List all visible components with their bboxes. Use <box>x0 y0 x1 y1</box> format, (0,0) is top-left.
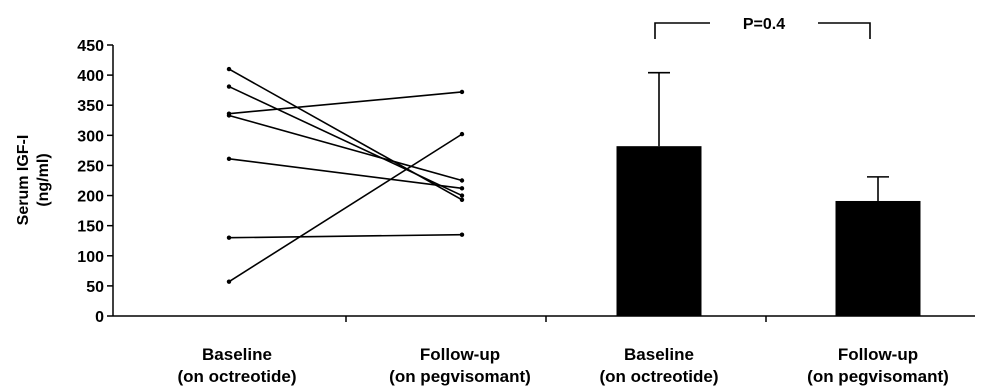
paired-lines <box>226 66 465 284</box>
y-tick-label: 250 <box>77 158 104 175</box>
followup-point <box>459 178 465 183</box>
followup-point <box>459 186 465 191</box>
x-category-label: Follow-up <box>420 345 500 364</box>
bar <box>616 146 702 316</box>
y-tick-label: 350 <box>77 98 104 115</box>
followup-point <box>459 193 465 198</box>
paired-line <box>228 68 463 201</box>
x-category-label: (on octreotide) <box>178 367 297 386</box>
bracket-right <box>818 22 871 39</box>
y-tick-label: 450 <box>77 38 104 55</box>
x-category-label: (on octreotide) <box>600 367 719 386</box>
y-axis-ticks: 0 50 100 150 200 250 300 350 400 450 <box>77 38 113 326</box>
p-value-label: P=0.4 <box>743 16 785 33</box>
baseline-point <box>226 113 232 118</box>
paired-line <box>228 85 463 197</box>
x-category-label: Follow-up <box>838 345 918 364</box>
baseline-point <box>226 156 232 162</box>
baseline-point <box>226 66 232 72</box>
axes <box>112 45 975 322</box>
y-axis-title-line: Serum IGF-I <box>15 135 32 226</box>
bar <box>835 200 921 316</box>
y-tick-label: 200 <box>77 189 104 206</box>
followup-point <box>459 232 465 237</box>
followup-point <box>459 197 465 202</box>
baseline-point <box>226 279 232 284</box>
x-category-label: Baseline <box>624 345 694 364</box>
paired-line <box>228 158 463 190</box>
followup-point <box>459 131 465 137</box>
significance-bracket: P=0.4 <box>654 16 871 39</box>
y-axis-title: Serum IGF-I (ng/ml) <box>15 135 52 226</box>
x-category-label: (on pegvisomant) <box>807 367 949 386</box>
baseline-point <box>226 235 232 240</box>
y-tick-label: 150 <box>77 219 104 236</box>
y-tick-label: 300 <box>77 128 104 145</box>
paired-line <box>228 133 463 283</box>
y-tick-label: 100 <box>77 249 104 266</box>
baseline-point <box>226 84 232 89</box>
x-category-label: Baseline <box>202 345 272 364</box>
paired-line <box>228 233 463 239</box>
bars <box>616 71 921 316</box>
paired-line <box>228 114 463 182</box>
followup-point <box>459 89 465 95</box>
x-category-labels: Baseline (on octreotide) Follow-up (on pegv… <box>178 345 949 386</box>
y-tick-label: 400 <box>77 68 104 85</box>
y-tick-label: 0 <box>95 309 104 326</box>
bracket-left <box>654 22 710 39</box>
y-tick-label: 50 <box>86 279 104 296</box>
y-axis-title-line: (ng/ml) <box>35 153 52 206</box>
paired-line <box>228 91 463 115</box>
x-category-label: (on pegvisomant) <box>389 367 531 386</box>
